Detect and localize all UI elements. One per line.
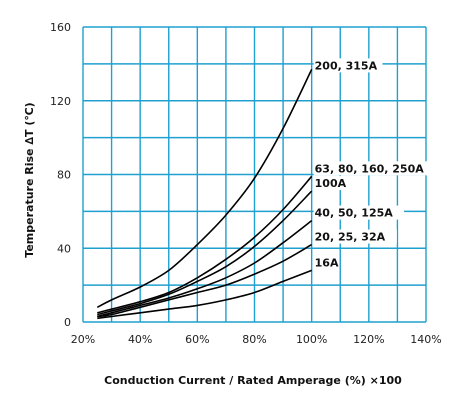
series-label-background [313, 205, 405, 220]
series-line [97, 219, 313, 318]
series-label-background [313, 58, 383, 73]
series-line [97, 175, 313, 314]
series-line [97, 269, 312, 320]
y-tick-label: 80 [57, 169, 71, 182]
series-label-background [313, 255, 340, 270]
x-tick-label: 40% [128, 333, 152, 346]
y-tick-label: 160 [50, 21, 71, 34]
series-label: 100A [315, 177, 347, 190]
series-label: 20, 25, 32A [315, 231, 386, 244]
y-tick-label: 120 [50, 95, 71, 108]
x-tick-label: 100% [296, 333, 327, 346]
series-line [96, 69, 313, 309]
y-tick-label: 40 [57, 242, 71, 255]
x-tick-label: 80% [242, 333, 266, 346]
series-label: 16A [315, 256, 339, 269]
series-line [97, 190, 313, 316]
y-tick-label: 0 [64, 316, 71, 329]
series-line [97, 243, 313, 318]
x-tick-label: 60% [185, 333, 209, 346]
series-label-background [313, 229, 397, 244]
series-label: 200, 315A [315, 59, 378, 72]
chart-series [96, 69, 313, 320]
x-axis-title: Conduction Current / Rated Amperage (%) … [104, 374, 402, 387]
chart-ticks: 20% 40% 60% 80% 100% 120% 140% 0 40 80 120 160 [50, 21, 442, 346]
series-label: 63, 80, 160, 250A [315, 162, 425, 175]
series-label-background [313, 161, 441, 176]
x-tick-label: 20% [71, 333, 95, 346]
x-tick-label: 140% [410, 333, 441, 346]
y-axis-title: Temperature Rise ∆T (℃) [23, 102, 36, 257]
series-label-background [313, 176, 347, 191]
series-label: 40, 50, 125A [315, 207, 394, 220]
x-tick-label: 120% [353, 333, 384, 346]
series-labels: 200, 315A 63, 80, 160, 250A 100A 40, 50, 12… [313, 58, 441, 270]
